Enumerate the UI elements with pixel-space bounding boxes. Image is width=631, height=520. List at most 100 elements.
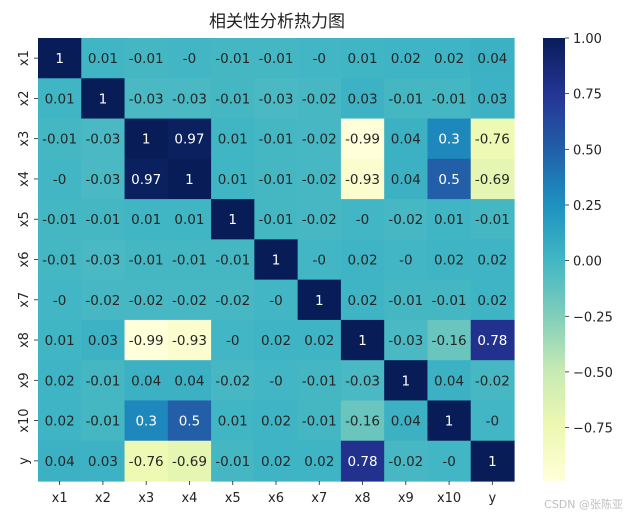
column-tick-label: x3 [138,491,154,506]
heatmap-cell [470,199,515,240]
heatmap-cell [427,118,472,160]
cell-value-label: 0.01 [45,333,75,349]
cell-value-label: 1 [55,51,64,67]
cell-value-label: 0.02 [434,253,464,269]
cell-value-label: -0.03 [172,91,207,107]
column-tick-label: x8 [355,491,371,506]
cell-value-label: -0 [356,212,369,228]
heatmap-cell [297,440,342,482]
heatmap-cell [81,199,126,240]
cell-value-label: -0.01 [388,293,423,309]
colorbar-tick-label: 0.50 [573,143,602,158]
heatmap-cell [81,279,126,321]
colorbar-ticks: 1.00 0.75 0.50 0.25 0.00 −0.25 −0.50 −0.75 [565,32,613,437]
heatmap-cell [124,239,169,281]
cell-value-label: -0.93 [172,333,207,349]
colorbar-tick-label: 0.75 [573,88,602,103]
row-tick-label: x1 [17,50,32,66]
cell-value-label: -0.02 [388,454,423,470]
cell-value-label: 0.02 [45,373,75,389]
cell-value-label: -0.01 [259,132,294,148]
cell-value-label: -0.01 [215,253,250,269]
heatmap-cell [211,78,255,120]
heatmap-cell [124,440,169,482]
column-tick-labels: x1 x2 x3 x4 x5 x6 x7 x8 x9 x10 y [52,481,497,506]
cell-value-label: -0.02 [302,91,337,107]
cell-value-label: -0.02 [129,293,164,309]
row-tick-label: x7 [17,292,32,308]
heatmap-cell [167,319,212,361]
cell-value-label: 0.01 [131,212,161,228]
heatmap-cell [340,38,385,79]
heatmap-cell [81,400,126,442]
chart-title: 相关性分析热力图 [209,12,345,32]
heatmap-cell [384,38,429,79]
cell-value-label: -0.02 [302,132,337,148]
cell-value-label: 0.04 [477,51,507,67]
heatmap-cell [211,440,255,482]
cell-value-label: -0.02 [302,212,337,228]
colorbar-tick-label: −0.25 [573,310,613,325]
cell-value-label: -0.01 [85,414,120,430]
heatmap-cell [340,319,385,361]
heatmap-cell [167,360,212,402]
cell-value-label: 0.01 [348,51,378,67]
heatmap-cell [297,239,342,281]
heatmap-cell [81,78,126,120]
row-tick-labels: x1 x2 x3 x4 x5 x6 x7 x8 x9 x10 y [17,50,38,465]
cell-value-label: 0.04 [131,373,161,389]
heatmap-cell [340,239,385,281]
heatmap-cell [297,400,342,442]
heatmap-cell [38,400,82,442]
cell-value-label: -0.01 [129,253,164,269]
cell-value-label: -0.69 [172,454,207,470]
heatmap-cell [124,38,169,79]
heatmap-cell [254,400,299,442]
heatmap-cell [254,158,299,200]
cell-value-label: -0.69 [475,172,510,188]
cell-value-label: 1 [272,253,281,269]
heatmap-cell [81,118,126,160]
heatmap-cell [38,360,82,402]
heatmap-cell [340,360,385,402]
heatmap-cell [384,400,429,442]
heatmap-cell [167,158,212,200]
cell-value-label: -0 [442,454,455,470]
heatmap-cell [254,38,299,79]
colorbar [543,38,565,481]
heatmap-cell [470,38,515,79]
heatmap-cell [254,78,299,120]
heatmap-cell [470,279,515,321]
row-tick-label: x9 [17,372,32,388]
cell-value-label: 0.78 [348,454,378,470]
cell-value-label: 0.02 [477,253,507,269]
heatmap-cell [297,199,342,240]
heatmap-cell [81,360,126,402]
cell-value-label: 0.04 [391,414,421,430]
heatmap-cell [124,118,169,160]
cell-value-label: -0.02 [302,172,337,188]
cell-value-label: 0.78 [477,333,507,349]
heatmap-cell [427,38,472,79]
colorbar-tick-label: −0.50 [573,366,613,381]
heatmap-cell [254,440,299,482]
heatmap-cell [384,118,429,160]
heatmap-cell [470,400,515,442]
cell-value-label: 1 [315,293,324,309]
cell-value-label: -0.02 [388,212,423,228]
heatmap-cell [427,440,472,482]
cell-value-label: -0.02 [215,373,250,389]
cell-value-label: 1 [185,172,194,188]
heatmap-cell [167,78,212,120]
row-tick-label: x2 [17,90,32,106]
colorbar-tick-label: −0.75 [573,422,613,437]
colorbar-tick-label: 0.25 [573,199,602,214]
cell-value-label: 0.01 [88,51,118,67]
heatmap-cell [81,158,126,200]
heatmap-cell [384,78,429,120]
column-tick-label: x2 [95,491,111,506]
cell-value-label: 1 [99,91,108,107]
column-tick-label: x10 [437,491,461,506]
cell-value-label: 0.02 [434,51,464,67]
cell-value-label: -0.03 [129,91,164,107]
